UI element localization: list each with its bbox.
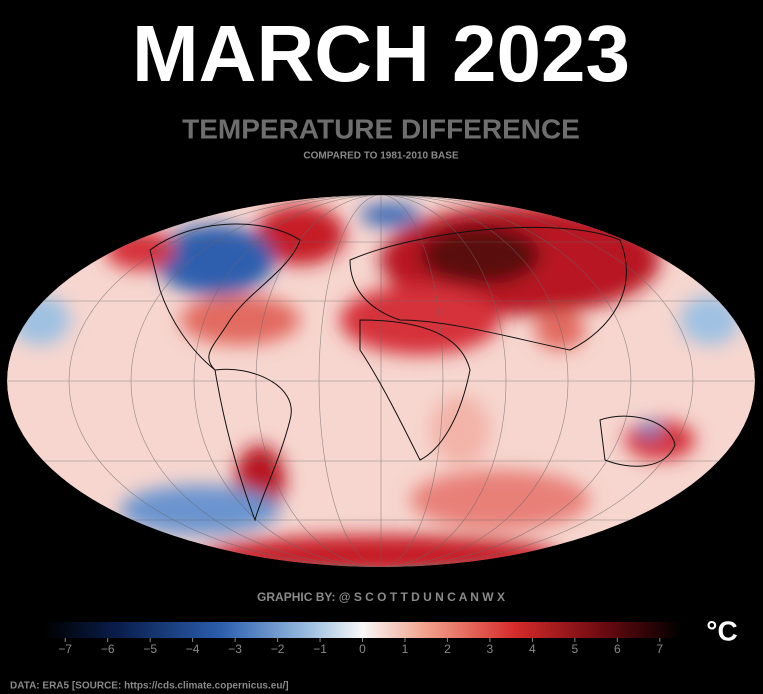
colorbar-tick-label: 5 — [571, 642, 578, 656]
colorbar-tick-label: −4 — [186, 642, 200, 656]
colorbar-unit: °C — [706, 615, 737, 646]
colorbar-tick-label: 6 — [614, 642, 621, 656]
baseline-note: COMPARED TO 1981-2010 BASE — [303, 151, 459, 162]
colorbar — [44, 622, 681, 638]
colorbar-tick-label: −1 — [313, 642, 327, 656]
map — [7, 195, 755, 567]
colorbar-tick-label: 3 — [487, 642, 494, 656]
subtitle: TEMPERATURE DIFFERENCE — [182, 113, 580, 144]
colorbar-tick-label: 0 — [359, 642, 366, 656]
colorbar-tick-label: 1 — [402, 642, 409, 656]
colorbar-tick-label: −6 — [101, 642, 115, 656]
colorbar-tick-label: −3 — [228, 642, 242, 656]
colorbar-tick-label: 7 — [656, 642, 663, 656]
colorbar-tick-label: 2 — [444, 642, 451, 656]
title: MARCH 2023 — [132, 9, 630, 98]
colorbar-tick-label: −2 — [271, 642, 285, 656]
colorbar-tick-label: 4 — [529, 642, 536, 656]
colorbar-tick-label: −5 — [143, 642, 157, 656]
source: DATA: ERA5 [SOURCE: https://cds.climate.… — [10, 681, 289, 692]
colorbar-ramp — [44, 622, 681, 638]
credit: GRAPHIC BY: @ S C O T T D U N C A N W X — [257, 590, 505, 604]
colorbar-tick-label: −7 — [58, 642, 72, 656]
